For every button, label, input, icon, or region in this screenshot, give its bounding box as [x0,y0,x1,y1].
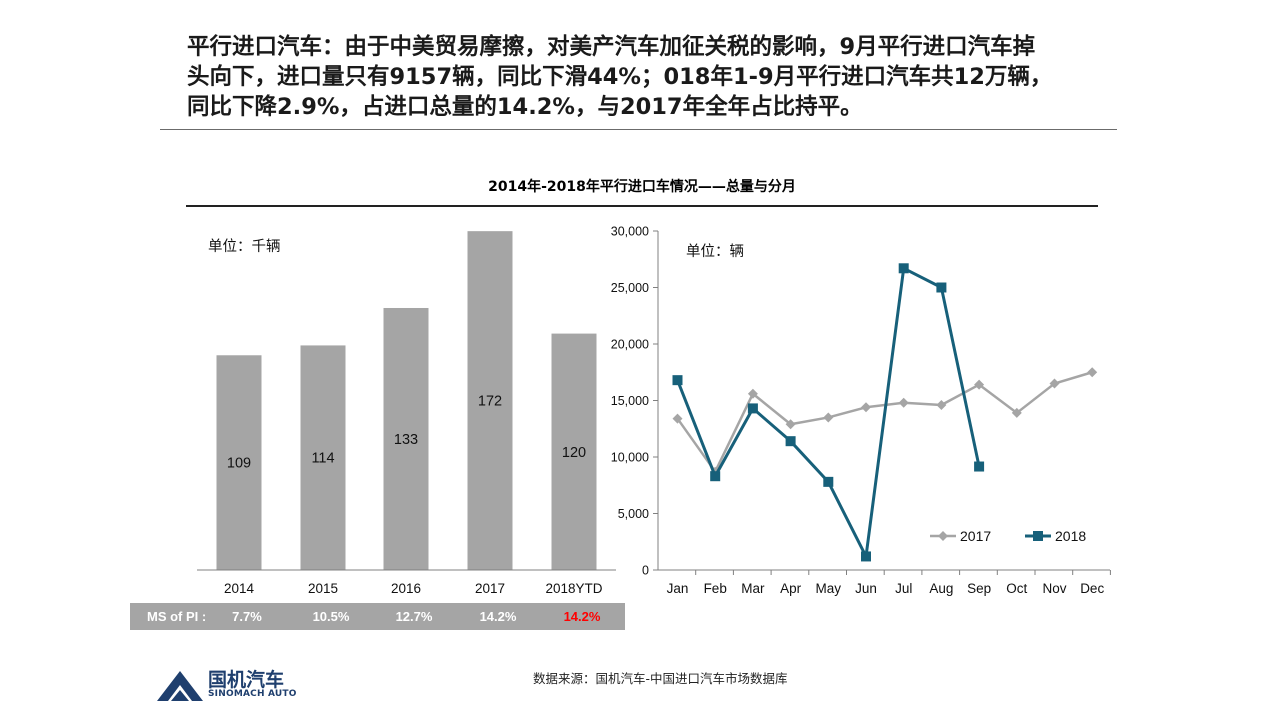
bar-value-label: 109 [227,456,251,472]
ms-of-pi-value: 7.7% [232,609,262,624]
y-tick-label: 5,000 [618,507,649,521]
bar-value-label: 114 [311,451,334,467]
ms-of-pi-value: 10.5% [313,609,350,624]
data-source-note: 数据来源：国机汽车-中国进口汽车市场数据库 [533,671,788,686]
x-tick-label: Dec [1080,581,1104,596]
data-point-2017-mar [747,388,758,399]
data-point-2017-sep [974,379,985,390]
x-tick-label: Apr [780,581,802,596]
data-point-2017-nov [1049,378,1060,389]
bar-value-label: 172 [478,394,502,410]
data-point-2017-dec [1087,367,1098,378]
data-point-2018-mar [747,403,758,414]
bar-category-label: 2014 [224,581,255,596]
chart-title-divider [186,205,1098,207]
legend-marker-2017 [938,531,948,541]
ms-of-pi-band [130,603,625,630]
x-tick-label: Sep [967,581,991,596]
bar-category-label: 2017 [475,581,505,596]
y-tick-label: 15,000 [611,394,649,408]
y-tick-label: 30,000 [611,225,649,239]
data-point-2018-sep [974,461,985,472]
ms-of-pi-value: 12.7% [396,609,433,624]
data-point-2018-may [823,476,834,487]
data-point-2018-apr [785,436,796,447]
bar-category-label: 2015 [308,581,338,596]
x-tick-label: Jun [855,581,877,596]
data-point-2018-jan [672,375,683,386]
bar-category-label: 2016 [391,581,421,596]
data-point-2017-jul [898,397,909,408]
data-point-2017-may [823,412,834,423]
sinomach-logo-icon [157,671,203,701]
data-point-2017-apr [785,419,796,430]
x-tick-label: Oct [1006,581,1027,596]
chart-title: 2014年-2018年平行进口车情况——总量与分月 [488,179,796,195]
headline-line-2: 头向下，进口量只有9157辆，同比下滑44%；018年1-9月平行进口汽车共12… [187,64,1053,90]
y-tick-label: 20,000 [611,338,649,352]
ms-of-pi-value: 14.2% [480,609,517,624]
y-tick-label: 0 [642,564,649,578]
x-tick-label: Jan [667,581,689,596]
legend-label-2017: 2017 [960,528,991,544]
legend-marker-2018 [1033,531,1043,541]
data-point-2018-aug [936,282,947,293]
y-tick-label: 10,000 [611,451,649,465]
bar-2017 [467,231,513,570]
y-tick-label: 25,000 [611,281,649,295]
bar-value-label: 133 [394,432,418,448]
headline-divider [160,129,1117,130]
data-point-2017-jun [861,402,871,413]
x-tick-label: May [816,581,842,596]
x-tick-label: Nov [1042,581,1066,596]
ms-of-pi-label: MS of PI : [147,609,206,624]
bar-chart-unit-label: 单位：千辆 [208,238,281,255]
logo-text-en: SINOMACH AUTO [208,689,297,699]
x-tick-label: Jul [895,581,912,596]
bar-category-label: 2018YTD [545,581,602,596]
logo-text-cn: 国机汽车 [208,669,285,691]
headline-line-1: 平行进口汽车：由于中美贸易摩擦，对美产汽车加征关税的影响，9月平行进口汽车掉 [187,34,1036,60]
data-point-2018-feb [710,471,721,482]
headline: 平行进口汽车：由于中美贸易摩擦，对美产汽车加征关税的影响，9月平行进口汽车掉 头… [187,32,1122,122]
x-tick-label: Feb [704,581,727,596]
bar-2018ytd [551,333,597,570]
data-point-2017-jan [672,413,683,424]
headline-line-3: 同比下降2.9%，占进口总量的14.2%，与2017年全年占比持平。 [187,94,863,120]
data-point-2018-jul [898,263,909,274]
bar-2014 [216,355,262,570]
bar-value-label: 120 [562,445,586,461]
legend-label-2018: 2018 [1055,528,1086,544]
company-logo: 国机汽车 SINOMACH AUTO [157,665,307,705]
line-chart-unit-label: 单位：辆 [686,243,744,260]
bar-2015 [300,345,346,570]
series-line-2018 [676,266,981,558]
x-tick-label: Mar [741,581,765,596]
x-tick-label: Aug [929,581,953,596]
data-point-2017-aug [936,400,947,411]
data-point-2018-jun [861,551,871,562]
data-point-2017-oct [1011,407,1022,418]
ms-of-pi-value: 14.2% [564,609,601,624]
bar-2016 [383,307,429,570]
